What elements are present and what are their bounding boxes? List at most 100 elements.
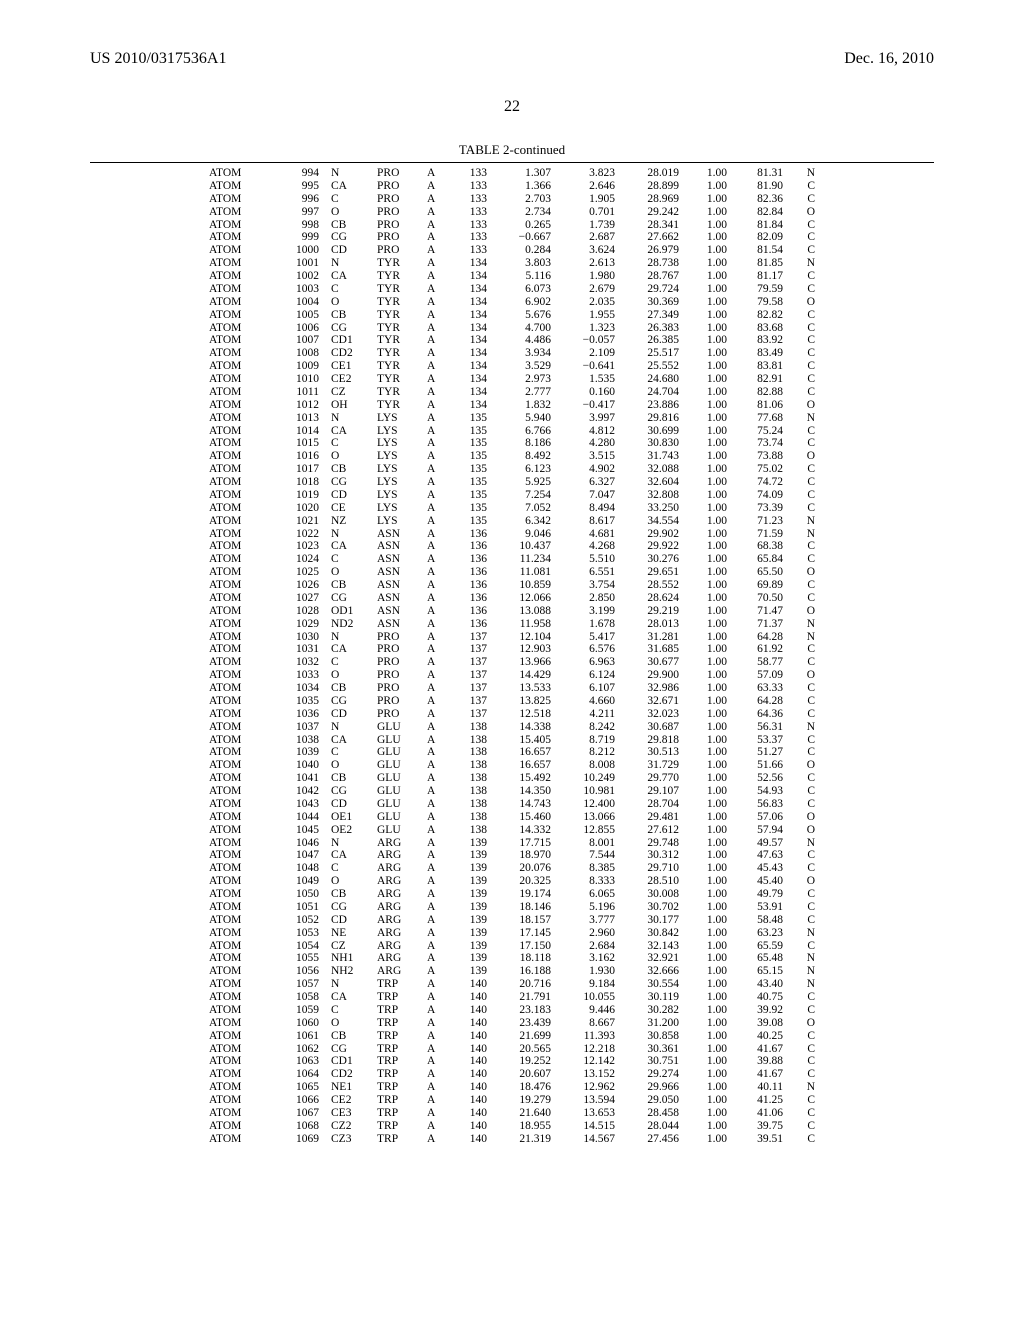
- table-row: ATOM1012OHTYRA1341.832−0.41723.8861.0081…: [203, 399, 821, 412]
- table-cell: A: [421, 643, 449, 656]
- table-cell: PRO: [371, 656, 421, 669]
- table-cell: 1.00: [685, 837, 733, 850]
- table-cell: 999: [273, 231, 325, 244]
- table-cell: 134: [449, 399, 493, 412]
- table-cell: ATOM: [203, 888, 273, 901]
- table-cell: 135: [449, 425, 493, 438]
- table-cell: 139: [449, 914, 493, 927]
- table-cell: A: [421, 1107, 449, 1120]
- table-cell: CG: [325, 695, 371, 708]
- table-cell: PRO: [371, 180, 421, 193]
- table-cell: 32.671: [621, 695, 685, 708]
- table-cell: 23.886: [621, 399, 685, 412]
- table-row: ATOM1026CBASNA13610.8593.75428.5521.0069…: [203, 579, 821, 592]
- table-cell: PRO: [371, 193, 421, 206]
- table-cell: 8.333: [557, 875, 621, 888]
- table-cell: 13.966: [493, 656, 557, 669]
- table-cell: A: [421, 1030, 449, 1043]
- table-cell: TRP: [371, 1017, 421, 1030]
- table-cell: TYR: [371, 373, 421, 386]
- table-row: ATOM1029ND2ASNA13611.9581.67828.0131.007…: [203, 618, 821, 631]
- table-cell: 17.150: [493, 940, 557, 953]
- table-cell: 1.00: [685, 425, 733, 438]
- table-cell: 1.00: [685, 656, 733, 669]
- table-cell: O: [325, 566, 371, 579]
- table-cell: 12.518: [493, 708, 557, 721]
- table-cell: 134: [449, 322, 493, 335]
- table-cell: ATOM: [203, 940, 273, 953]
- table-cell: 18.118: [493, 952, 557, 965]
- table-cell: A: [421, 682, 449, 695]
- table-cell: C: [789, 1133, 821, 1146]
- table-cell: 1.00: [685, 1004, 733, 1017]
- table-cell: 1.832: [493, 399, 557, 412]
- table-cell: 1.00: [685, 1107, 733, 1120]
- table-cell: 9.184: [557, 978, 621, 991]
- table-cell: −0.641: [557, 360, 621, 373]
- table-cell: 75.24: [733, 425, 789, 438]
- table-cell: 41.67: [733, 1068, 789, 1081]
- table-row: ATOM1020CELYSA1357.0528.49433.2501.0073.…: [203, 502, 821, 515]
- table-row: ATOM1022NASNA1369.0464.68129.9021.0071.5…: [203, 528, 821, 541]
- table-cell: N: [789, 721, 821, 734]
- table-cell: ATOM: [203, 798, 273, 811]
- table-row: ATOM1059CTRPA14023.1839.44630.2821.0039.…: [203, 1004, 821, 1017]
- table-cell: 1.678: [557, 618, 621, 631]
- table-cell: 29.651: [621, 566, 685, 579]
- table-cell: N: [325, 631, 371, 644]
- table-cell: A: [421, 695, 449, 708]
- table-cell: 1052: [273, 914, 325, 927]
- table-cell: A: [421, 553, 449, 566]
- table-cell: C: [789, 425, 821, 438]
- table-cell: 58.77: [733, 656, 789, 669]
- table-row: ATOM1017CBLYSA1356.1234.90232.0881.0075.…: [203, 463, 821, 476]
- table-cell: 1050: [273, 888, 325, 901]
- table-cell: 29.710: [621, 862, 685, 875]
- table-row: ATOM1056NH2ARGA13916.1881.93032.6661.006…: [203, 965, 821, 978]
- table-cell: 4.902: [557, 463, 621, 476]
- table-cell: 32.666: [621, 965, 685, 978]
- table-cell: 1008: [273, 347, 325, 360]
- table-cell: 26.979: [621, 244, 685, 257]
- table-cell: ATOM: [203, 811, 273, 824]
- table-cell: 137: [449, 669, 493, 682]
- table-cell: 70.50: [733, 592, 789, 605]
- table-cell: 29.050: [621, 1094, 685, 1107]
- table-row: ATOM1061CBTRPA14021.69911.39330.8581.004…: [203, 1030, 821, 1043]
- table-row: ATOM1005CBTYRA1345.6761.95527.3491.0082.…: [203, 309, 821, 322]
- table-cell: 71.47: [733, 605, 789, 618]
- table-cell: 1002: [273, 270, 325, 283]
- table-cell: A: [421, 759, 449, 772]
- table-cell: A: [421, 631, 449, 644]
- table-cell: O: [789, 450, 821, 463]
- table-cell: 30.842: [621, 927, 685, 940]
- table-cell: LYS: [371, 515, 421, 528]
- table-cell: 30.282: [621, 1004, 685, 1017]
- table-cell: 1.366: [493, 180, 557, 193]
- table-cell: PRO: [371, 682, 421, 695]
- table-cell: −0.417: [557, 399, 621, 412]
- table-cell: 53.37: [733, 734, 789, 747]
- table-cell: 1057: [273, 978, 325, 991]
- table-cell: 140: [449, 1133, 493, 1146]
- table-cell: TRP: [371, 1004, 421, 1017]
- table-cell: ATOM: [203, 978, 273, 991]
- table-cell: 1.00: [685, 991, 733, 1004]
- table-cell: 81.84: [733, 219, 789, 232]
- table-cell: 135: [449, 515, 493, 528]
- table-cell: 57.09: [733, 669, 789, 682]
- table-cell: O: [789, 206, 821, 219]
- table-cell: ASN: [371, 528, 421, 541]
- table-cell: ATOM: [203, 193, 273, 206]
- table-cell: 1.00: [685, 708, 733, 721]
- table-cell: ATOM: [203, 927, 273, 940]
- table-cell: C: [789, 734, 821, 747]
- table-cell: 5.196: [557, 901, 621, 914]
- table-cell: 1.00: [685, 759, 733, 772]
- table-cell: 15.492: [493, 772, 557, 785]
- table-cell: 140: [449, 1068, 493, 1081]
- table-cell: A: [421, 811, 449, 824]
- table-cell: ATOM: [203, 914, 273, 927]
- table-cell: ATOM: [203, 180, 273, 193]
- table-cell: 73.88: [733, 450, 789, 463]
